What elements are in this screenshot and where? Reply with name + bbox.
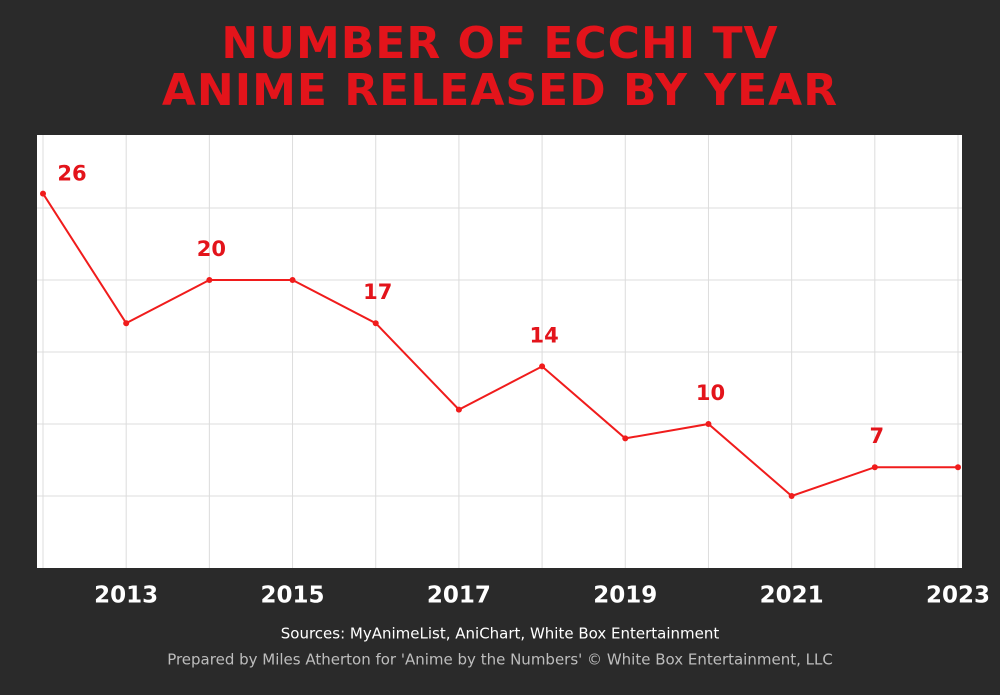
x-tick-label: 2015: [261, 583, 325, 609]
x-tick-label: 2023: [926, 583, 990, 609]
point: [705, 421, 712, 427]
x-tick-label: 2019: [593, 583, 657, 609]
point: [539, 363, 546, 370]
point: [455, 406, 462, 413]
chart-title: ANIME RELEASED BY YEAR: [162, 65, 838, 116]
data-label: 17: [363, 280, 392, 304]
x-tick-label: 2017: [427, 583, 491, 609]
x-tick-label: 2021: [760, 583, 824, 609]
data-label: 20: [197, 237, 226, 261]
point: [289, 277, 296, 283]
source-note: Sources: MyAnimeList, AniChart, White Bo…: [281, 625, 720, 643]
data-label: 26: [57, 162, 86, 186]
chart-title: NUMBER OF ECCHI TV: [221, 18, 778, 69]
point: [788, 493, 795, 499]
point: [871, 464, 878, 471]
credit-note: Prepared by Miles Atherton for 'Anime by…: [167, 651, 833, 669]
point: [123, 320, 130, 327]
point: [955, 464, 961, 471]
data-label: 10: [696, 381, 725, 405]
data-label: 7: [870, 424, 885, 448]
data-label: 14: [529, 323, 558, 347]
point: [40, 190, 46, 197]
x-tick-label: 2013: [94, 583, 158, 609]
point: [622, 435, 629, 442]
point: [372, 320, 379, 327]
line: [42, 193, 958, 498]
point: [206, 277, 213, 283]
